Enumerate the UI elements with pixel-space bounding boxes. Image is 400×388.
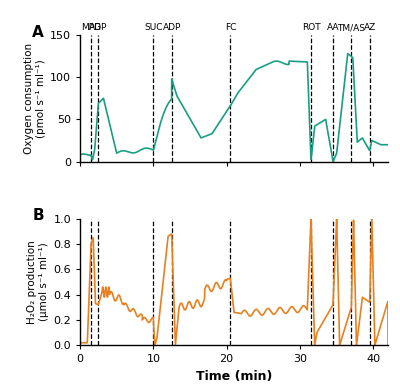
Text: AA: AA xyxy=(327,23,339,32)
Text: A: A xyxy=(32,25,44,40)
Text: FC: FC xyxy=(225,23,236,32)
Text: ADP: ADP xyxy=(89,23,108,32)
Text: ADP: ADP xyxy=(162,23,181,32)
Y-axis label: Oxygen consumption
(pmol s⁻¹ ml⁻¹): Oxygen consumption (pmol s⁻¹ ml⁻¹) xyxy=(24,43,46,154)
Text: TM/AS: TM/AS xyxy=(337,23,365,32)
Text: MPG: MPG xyxy=(81,23,101,32)
Text: AZ: AZ xyxy=(364,23,376,32)
Y-axis label: H₂O₂ production
(μmol s⁻¹ ml⁻¹): H₂O₂ production (μmol s⁻¹ ml⁻¹) xyxy=(28,240,49,324)
X-axis label: Time (min): Time (min) xyxy=(196,370,272,383)
Text: SUC: SUC xyxy=(144,23,162,32)
Text: B: B xyxy=(32,208,44,223)
Text: ROT: ROT xyxy=(302,23,320,32)
